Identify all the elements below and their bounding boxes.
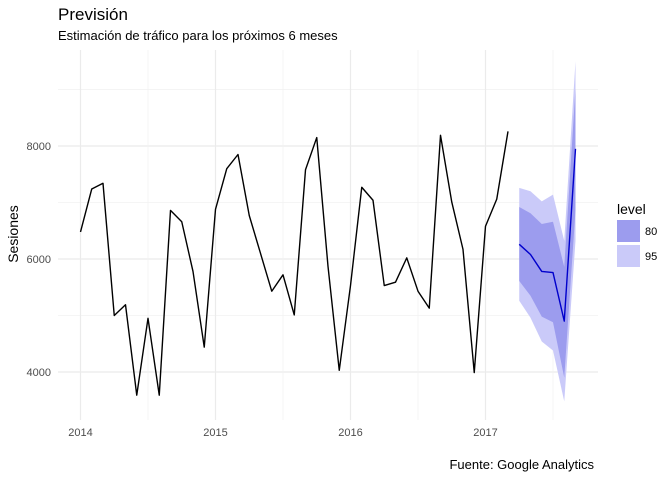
y-axis-title: Sesiones (5, 205, 21, 263)
legend-label-95: 95 (645, 251, 657, 263)
legend-title: level (617, 201, 646, 217)
legend-label-80: 80 (645, 226, 657, 238)
series-lines (79, 131, 577, 396)
historical-sessions-line (79, 131, 509, 396)
chart-subtitle: Estimación de tráfico para los próximos … (58, 28, 338, 43)
grid (58, 50, 598, 420)
chart-title: Previsión (58, 5, 128, 24)
y-tick-label: 6000 (27, 254, 51, 266)
x-tick-label: 2017 (473, 427, 497, 439)
x-tick-label: 2015 (203, 427, 227, 439)
y-tick-label: 4000 (27, 367, 51, 379)
legend-swatch-80 (617, 220, 640, 242)
x-tick-label: 2014 (68, 427, 92, 439)
y-tick-label: 8000 (27, 141, 51, 153)
axis-ticks: 4000 6000 8000 2014 2015 2016 2017 (27, 141, 498, 439)
legend-swatch-95 (617, 245, 640, 267)
forecast-mean-line (518, 148, 577, 322)
interval-80-band (519, 88, 576, 378)
legend: level 80 95 (617, 201, 657, 267)
prediction-intervals (519, 61, 576, 402)
x-tick-label: 2016 (338, 427, 362, 439)
chart-caption: Fuente: Google Analytics (449, 457, 594, 472)
